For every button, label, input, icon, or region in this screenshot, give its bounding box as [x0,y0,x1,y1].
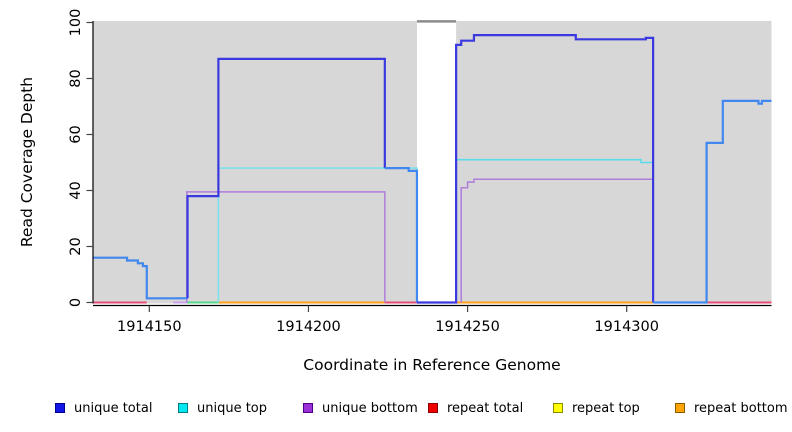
x-tick-label: 1914200 [276,319,341,335]
x-tick-label: 1914250 [435,319,500,335]
legend-item-repeat-top: repeat top [553,399,640,417]
legend-item-unique-top: unique top [178,399,267,417]
legend-swatch-unique-total-icon [55,403,65,413]
series-unique-total-block-2 [416,33,655,304]
masked-region [416,20,457,304]
legend-label-unique-top: unique top [197,400,268,416]
y-tick-label: 20 [68,237,84,255]
y-tick-label: 60 [68,125,84,143]
series-unique-total-right [653,99,772,304]
legend-label-repeat-total: repeat total [447,400,524,416]
legend-swatch-unique-top-icon [178,403,188,413]
y-tick-label: 80 [68,69,84,87]
legend: unique total unique top unique bottom re… [0,399,792,419]
y-tick-label: 0 [68,298,84,307]
legend-swatch-repeat-bottom-icon [675,403,685,413]
x-axis-title: Coordinate in Reference Genome [303,356,561,374]
series-unique-total-left-bump [93,256,188,300]
legend-item-repeat-total: repeat total [428,399,523,417]
series-unique-total-shelf [384,167,419,303]
legend-label-repeat-top: repeat top [572,400,640,416]
y-axis-title: Read Coverage Depth [18,76,36,248]
legend-swatch-repeat-total-icon [428,403,438,413]
legend-label-unique-total: unique total [74,400,153,416]
legend-item-unique-total: unique total [55,399,152,417]
legend-swatch-unique-bottom-icon [303,403,313,413]
legend-label-unique-bottom: unique bottom [322,400,418,416]
y-tick-label: 100 [68,9,84,37]
y-tick-label: 40 [68,181,84,199]
series-unique-bottom-block-2 [460,178,654,303]
legend-swatch-repeat-top-icon [553,403,563,413]
x-tick-label: 1914150 [117,319,182,335]
legend-item-unique-bottom: unique bottom [303,399,418,417]
legend-label-repeat-bottom: repeat bottom [694,400,788,416]
legend-item-repeat-bottom: repeat bottom [675,399,788,417]
x-tick-label: 1914300 [594,319,659,335]
series-unique-total-block-1 [186,57,386,299]
